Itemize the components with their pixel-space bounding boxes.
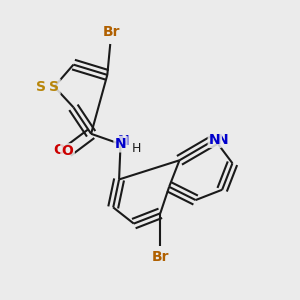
Text: S: S xyxy=(36,80,46,94)
Text: O: O xyxy=(61,145,74,158)
Text: N: N xyxy=(115,137,126,151)
Text: N: N xyxy=(216,133,228,147)
Text: Br: Br xyxy=(103,25,121,39)
Text: Br: Br xyxy=(152,250,169,265)
Text: O: O xyxy=(53,143,65,157)
Text: S: S xyxy=(49,80,59,94)
Text: H: H xyxy=(132,142,141,155)
Text: N: N xyxy=(118,134,129,148)
Text: N: N xyxy=(209,133,220,147)
